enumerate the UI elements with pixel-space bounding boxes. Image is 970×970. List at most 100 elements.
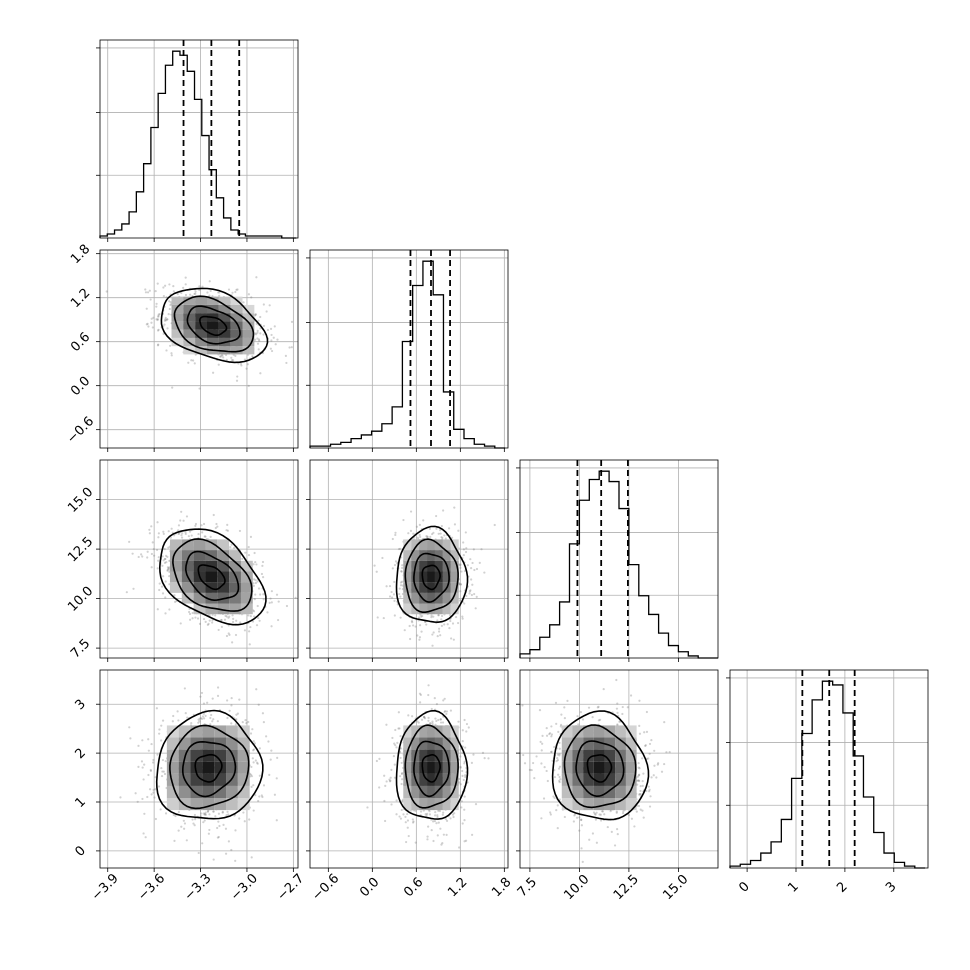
sample-point — [176, 710, 179, 713]
sample-point — [550, 733, 554, 736]
sample-point — [382, 616, 385, 620]
sample-point — [209, 723, 212, 726]
panel-frame — [99, 249, 299, 449]
sample-point — [156, 329, 160, 332]
density-cell — [190, 785, 203, 799]
density-cell — [450, 560, 459, 572]
sample-point — [224, 614, 227, 617]
sample-point — [416, 536, 419, 539]
sample-point — [254, 313, 257, 316]
density-cell — [190, 737, 203, 750]
sample-point — [270, 625, 273, 628]
sample-point — [442, 509, 445, 512]
pair-panel-2-0 — [99, 459, 299, 659]
sample-point — [172, 714, 175, 718]
sample-point — [226, 699, 229, 702]
sample-point — [268, 601, 271, 605]
sample-point — [159, 808, 162, 811]
sample-point — [407, 532, 410, 535]
sample-point — [432, 820, 435, 823]
density-cell — [450, 582, 459, 593]
sample-point — [240, 364, 243, 367]
sample-point — [426, 536, 429, 539]
sample-point — [399, 756, 402, 760]
sample-point — [392, 755, 395, 758]
density-cell — [190, 773, 203, 786]
sample-point — [187, 535, 190, 538]
sample-point — [588, 838, 591, 841]
histogram-0 — [99, 50, 297, 239]
sample-point — [156, 753, 159, 756]
sample-point — [156, 318, 159, 322]
density-cell — [442, 798, 451, 811]
sample-point — [461, 615, 464, 618]
sample-point — [149, 768, 152, 772]
sample-point — [468, 592, 471, 595]
sample-point — [251, 620, 255, 623]
sample-point — [378, 757, 381, 760]
panel-frame — [309, 249, 509, 449]
sample-point — [638, 792, 641, 796]
sample-point — [463, 762, 466, 765]
density-cell — [171, 296, 184, 305]
sample-point — [173, 594, 176, 597]
sample-point — [636, 775, 640, 778]
sample-point — [177, 719, 180, 722]
density-cell — [442, 785, 451, 799]
sample-point — [641, 757, 644, 760]
sample-point — [427, 716, 430, 719]
sample-point — [184, 293, 188, 297]
sample-point — [154, 776, 157, 779]
sample-point — [253, 598, 256, 601]
sample-point — [461, 729, 464, 732]
sample-point — [385, 585, 388, 588]
sample-point — [407, 834, 410, 838]
sample-point — [470, 567, 473, 570]
sample-point — [203, 813, 206, 816]
sample-point — [251, 728, 254, 731]
density-cell — [427, 773, 435, 786]
density-cell — [226, 761, 238, 774]
sample-point — [418, 692, 422, 695]
sample-point — [268, 773, 271, 776]
sample-point — [417, 721, 420, 724]
sample-point — [464, 839, 468, 842]
sample-point — [411, 621, 414, 624]
density-cell — [218, 346, 231, 355]
sample-point — [190, 359, 193, 362]
sample-point — [224, 852, 228, 855]
sample-point — [160, 774, 164, 778]
sample-point — [243, 820, 246, 823]
sample-point — [411, 818, 414, 821]
sample-point — [404, 815, 407, 818]
sample-point — [255, 688, 258, 691]
sample-point — [444, 537, 447, 540]
sample-point — [429, 722, 432, 725]
density-cell — [411, 761, 420, 774]
density-cell — [450, 592, 459, 604]
sample-point — [151, 541, 154, 544]
sample-point — [373, 564, 376, 567]
density-cell — [202, 737, 215, 750]
sample-point — [161, 555, 164, 558]
density-cell — [434, 761, 443, 774]
sample-point — [254, 593, 257, 596]
sample-point — [463, 840, 466, 843]
sample-point — [249, 614, 252, 618]
sample-point — [648, 742, 652, 746]
sample-point — [221, 810, 224, 813]
sample-point — [252, 582, 255, 585]
sample-point — [170, 527, 173, 530]
sample-point — [167, 567, 170, 570]
density-cell — [205, 592, 218, 604]
sample-point — [202, 712, 205, 715]
sample-point — [274, 343, 277, 346]
sample-point — [394, 744, 397, 747]
sample-point — [252, 784, 255, 787]
sample-point — [436, 635, 439, 638]
sample-point — [411, 715, 414, 718]
contour-level — [173, 295, 255, 353]
density-cell — [403, 560, 412, 572]
sample-point — [621, 705, 624, 709]
sample-point — [242, 811, 245, 814]
